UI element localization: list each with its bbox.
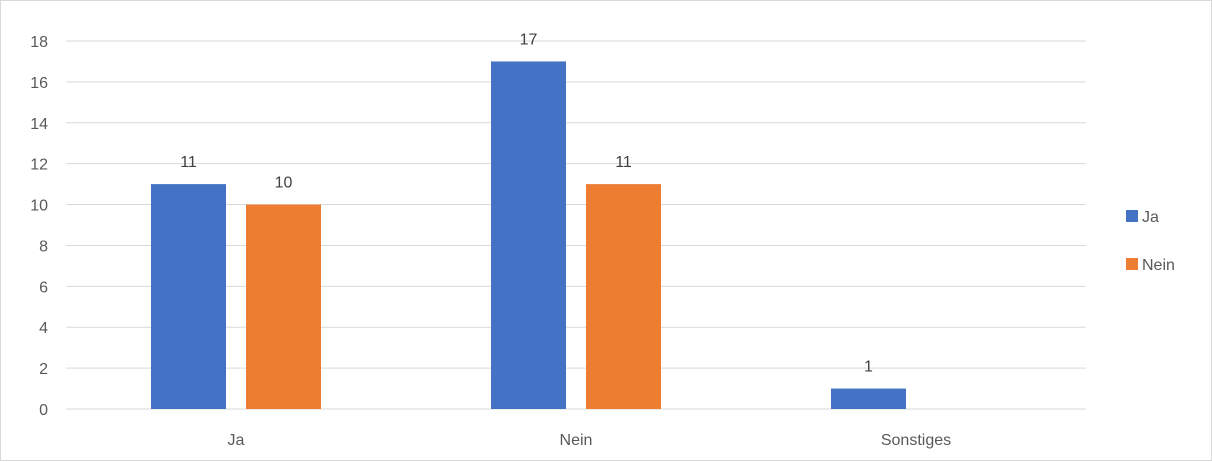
bar-nein-nein xyxy=(586,184,661,409)
y-tick-label: 16 xyxy=(30,75,48,92)
x-tick-label: Nein xyxy=(560,432,593,449)
y-tick-label: 8 xyxy=(39,238,48,255)
y-tick-label: 0 xyxy=(39,402,48,419)
y-tick-label: 18 xyxy=(30,34,48,51)
data-label: 10 xyxy=(275,175,293,192)
y-tick-label: 6 xyxy=(39,279,48,296)
legend-swatch xyxy=(1126,210,1138,222)
data-label: 17 xyxy=(520,31,538,48)
legend-label: Nein xyxy=(1142,257,1175,274)
legend-swatch xyxy=(1126,258,1138,270)
data-label: 11 xyxy=(615,154,632,171)
x-tick-label: Sonstiges xyxy=(881,432,951,449)
data-label: 1 xyxy=(864,359,873,376)
y-tick-label: 14 xyxy=(30,116,48,133)
bar-sonstiges-ja xyxy=(831,388,906,409)
y-tick-label: 12 xyxy=(30,157,48,174)
data-label: 11 xyxy=(180,154,197,171)
x-tick-label: Ja xyxy=(228,432,245,449)
y-tick-label: 4 xyxy=(39,320,48,337)
y-axis: 0 2 4 6 8 10 12 14 16 18 xyxy=(30,34,48,419)
legend-label: Ja xyxy=(1142,209,1159,226)
y-tick-label: 2 xyxy=(39,361,48,378)
legend: Ja Nein xyxy=(1126,209,1175,274)
x-axis: Ja Nein Sonstiges xyxy=(228,432,952,449)
bar-nein-ja xyxy=(491,61,566,409)
bar-ja-nein xyxy=(246,204,321,409)
y-tick-label: 10 xyxy=(30,198,48,215)
bar-ja-ja xyxy=(151,184,226,409)
gridlines xyxy=(66,40,1086,410)
bars xyxy=(151,61,906,409)
